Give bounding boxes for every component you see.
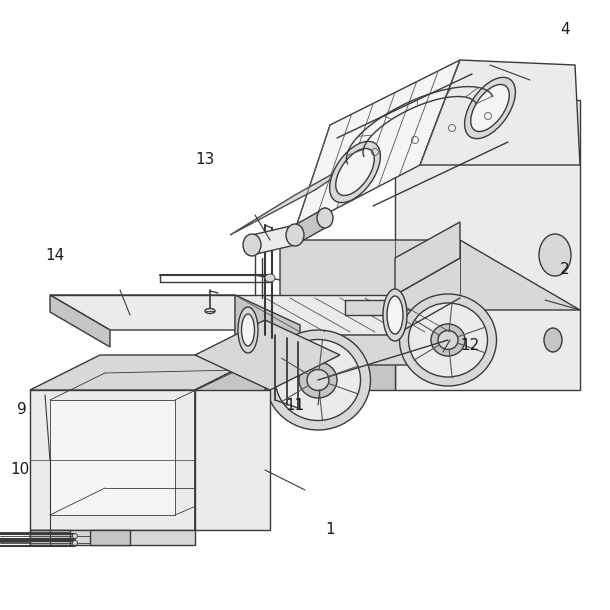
Polygon shape bbox=[30, 390, 195, 530]
Ellipse shape bbox=[243, 234, 261, 256]
Text: 10: 10 bbox=[10, 462, 30, 478]
Ellipse shape bbox=[242, 314, 254, 346]
Ellipse shape bbox=[409, 303, 487, 377]
Ellipse shape bbox=[387, 296, 403, 334]
Text: 14: 14 bbox=[45, 248, 65, 262]
Polygon shape bbox=[195, 355, 265, 530]
Ellipse shape bbox=[265, 274, 275, 282]
Polygon shape bbox=[295, 208, 325, 245]
Polygon shape bbox=[230, 150, 375, 235]
Polygon shape bbox=[235, 295, 395, 335]
Polygon shape bbox=[50, 400, 175, 515]
Polygon shape bbox=[280, 240, 580, 310]
Polygon shape bbox=[235, 295, 300, 365]
Text: 11: 11 bbox=[285, 398, 304, 412]
Ellipse shape bbox=[465, 77, 515, 138]
Polygon shape bbox=[420, 60, 580, 165]
Ellipse shape bbox=[73, 540, 77, 545]
Ellipse shape bbox=[544, 328, 562, 352]
Ellipse shape bbox=[299, 362, 337, 398]
Text: 1: 1 bbox=[325, 523, 335, 537]
Ellipse shape bbox=[286, 224, 304, 246]
Polygon shape bbox=[195, 355, 265, 530]
Polygon shape bbox=[252, 225, 295, 255]
Polygon shape bbox=[30, 530, 70, 545]
Polygon shape bbox=[195, 390, 270, 530]
Ellipse shape bbox=[276, 340, 361, 420]
Polygon shape bbox=[345, 300, 395, 315]
Ellipse shape bbox=[400, 294, 497, 386]
Ellipse shape bbox=[307, 370, 329, 390]
Polygon shape bbox=[30, 530, 195, 545]
Polygon shape bbox=[90, 530, 130, 545]
Polygon shape bbox=[280, 310, 395, 390]
Ellipse shape bbox=[317, 208, 333, 228]
Polygon shape bbox=[295, 60, 460, 230]
Ellipse shape bbox=[238, 307, 258, 353]
Ellipse shape bbox=[205, 309, 215, 314]
Polygon shape bbox=[395, 222, 460, 295]
Ellipse shape bbox=[438, 331, 458, 350]
Ellipse shape bbox=[539, 234, 571, 276]
Text: 9: 9 bbox=[17, 403, 27, 417]
Ellipse shape bbox=[336, 148, 375, 196]
Ellipse shape bbox=[73, 534, 77, 539]
Ellipse shape bbox=[383, 289, 407, 341]
Polygon shape bbox=[50, 295, 110, 347]
Ellipse shape bbox=[329, 142, 381, 203]
Polygon shape bbox=[395, 100, 580, 390]
Ellipse shape bbox=[265, 330, 370, 430]
Polygon shape bbox=[195, 320, 340, 390]
Text: 2: 2 bbox=[560, 262, 570, 278]
Polygon shape bbox=[50, 295, 295, 330]
Text: 12: 12 bbox=[461, 337, 479, 353]
Polygon shape bbox=[30, 355, 265, 390]
Text: 13: 13 bbox=[195, 152, 215, 168]
Ellipse shape bbox=[471, 84, 509, 132]
Polygon shape bbox=[235, 335, 460, 365]
Ellipse shape bbox=[431, 324, 465, 356]
Text: 4: 4 bbox=[560, 23, 570, 37]
